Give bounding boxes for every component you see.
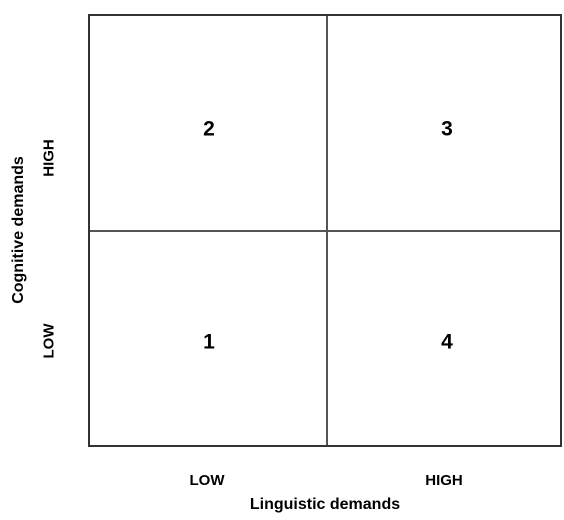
x-axis-low-label: LOW xyxy=(189,472,225,489)
x-axis-title: Linguistic demands xyxy=(249,496,401,513)
quadrant-matrix: 2 3 1 4 xyxy=(88,14,562,447)
quadrant-top-left-label: 2 xyxy=(203,117,215,141)
x-axis-high-label: HIGH xyxy=(425,472,463,489)
y-axis-high-label: HIGH xyxy=(40,139,58,177)
horizontal-divider xyxy=(90,230,560,232)
y-axis-title: Cognitive demands xyxy=(10,156,27,304)
quadrant-bottom-right-label: 4 xyxy=(441,330,453,354)
y-axis-low-label: LOW xyxy=(40,323,58,359)
quadrant-top-right-label: 3 xyxy=(441,117,453,141)
quadrant-bottom-left-label: 1 xyxy=(203,330,215,354)
